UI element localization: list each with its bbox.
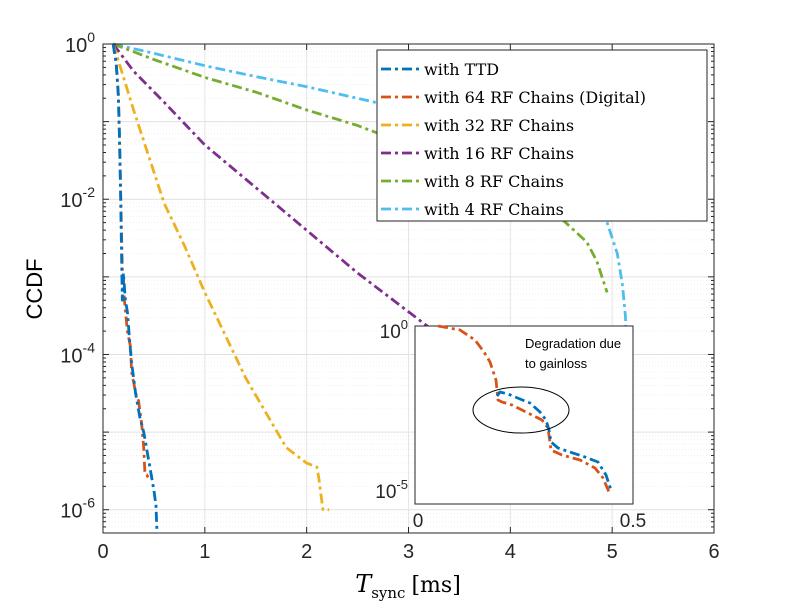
y-tick-label: 100 <box>65 29 95 57</box>
legend-entries: with TTD with 64 RF Chains (Digital) with … <box>381 60 646 219</box>
legend-label: with 64 RF Chains (Digital) <box>424 88 646 107</box>
legend-label: with 16 RF Chains <box>424 144 574 163</box>
legend-box <box>376 49 708 222</box>
x-axis-label: Tsync [ms] <box>355 570 461 602</box>
x-tick-label: 3 <box>403 541 414 563</box>
y-tick-labels: 100 10-2 10-4 10-6 <box>60 29 95 523</box>
legend: with TTD with 64 RF Chains (Digital) with … <box>376 49 708 222</box>
x-axis-label-sub: sync <box>371 584 405 602</box>
y-axis-label: CCDF <box>22 258 47 319</box>
series-ttd <box>111 43 159 534</box>
inset-y-tick-top: 100 <box>380 317 408 343</box>
tick-marks <box>102 43 715 533</box>
x-tick-label: 2 <box>301 541 312 563</box>
x-axis-label-main: T <box>355 570 373 598</box>
x-tick-label: 1 <box>199 541 210 563</box>
x-tick-label: 5 <box>607 541 618 563</box>
inset-x-tick-right: 0.5 <box>620 511 646 532</box>
x-tick-label: 0 <box>97 541 108 563</box>
inset-plot: Degradation due to gainloss 100 10-5 0 0… <box>375 317 646 532</box>
inset-lines <box>437 324 613 493</box>
legend-label: with TTD <box>424 60 499 79</box>
x-tick-label: 6 <box>708 541 719 563</box>
x-tick-labels: 0 1 2 3 4 5 6 <box>97 541 719 563</box>
inset-box <box>414 325 634 505</box>
inset-y-tick-bottom: 10-5 <box>375 477 408 503</box>
y-tick-label: 10-2 <box>60 184 95 212</box>
legend-label: with 8 RF Chains <box>424 172 564 191</box>
legend-label: with 4 RF Chains <box>424 200 564 219</box>
legend-label: with 32 RF Chains <box>424 116 574 135</box>
x-axis-label-unit: [ms] <box>411 573 460 598</box>
annotation-line-2: to gainloss <box>525 356 588 371</box>
degradation-ellipse <box>472 386 570 434</box>
inset-series-64rf <box>437 324 611 493</box>
y-tick-label: 10-4 <box>60 339 95 367</box>
series-32rf <box>111 43 330 512</box>
y-tick-label: 10-6 <box>60 495 95 523</box>
annotation-line-1: Degradation due <box>525 336 621 351</box>
x-tick-label: 4 <box>505 541 516 563</box>
inset-series-ttd <box>495 390 613 491</box>
inset-x-tick-left: 0 <box>413 511 424 532</box>
